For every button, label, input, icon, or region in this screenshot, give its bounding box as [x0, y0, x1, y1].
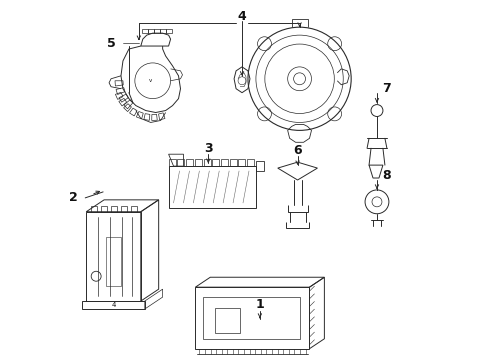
Text: 4: 4 [112, 302, 116, 308]
Text: 2: 2 [69, 192, 78, 204]
Text: 7: 7 [383, 82, 392, 95]
Text: 1: 1 [255, 297, 264, 311]
Text: 6: 6 [294, 144, 302, 157]
Text: 8: 8 [383, 168, 391, 181]
Text: v: v [149, 78, 152, 83]
Text: 5: 5 [107, 37, 116, 50]
Text: 3: 3 [204, 142, 213, 155]
Text: 4: 4 [238, 10, 246, 23]
